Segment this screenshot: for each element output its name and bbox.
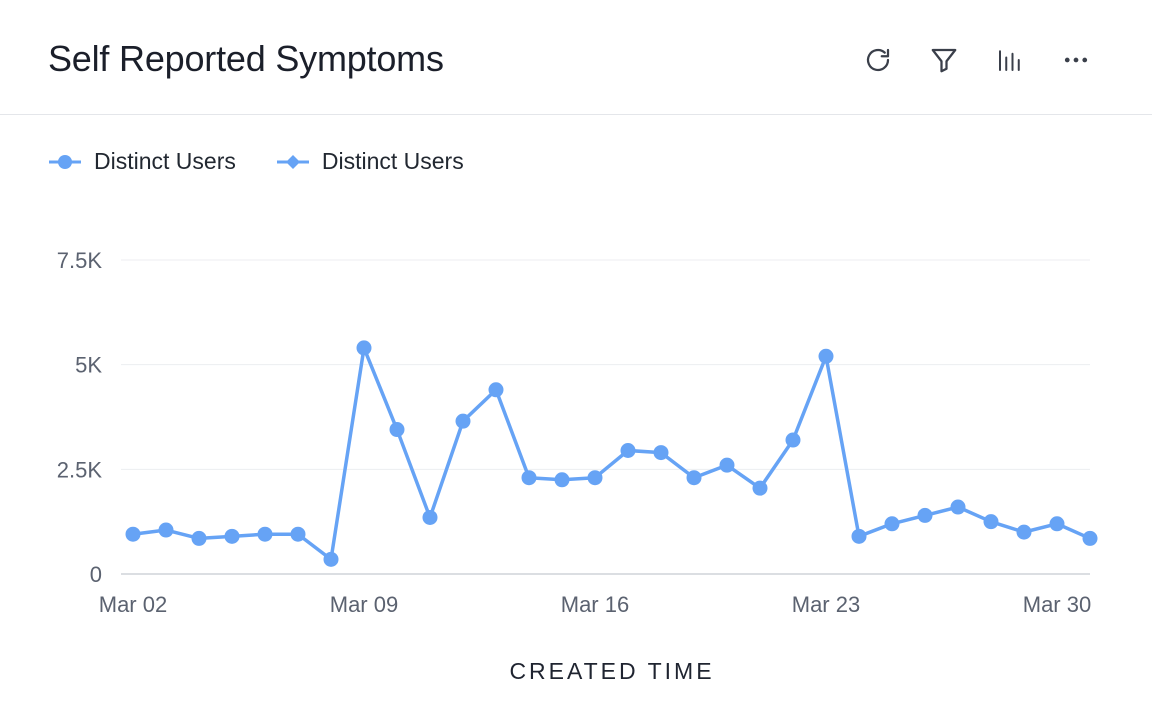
data-point bbox=[1016, 524, 1032, 540]
data-point bbox=[191, 530, 207, 546]
y-tick-label: 7.5K bbox=[57, 248, 103, 273]
x-tick-label: Mar 09 bbox=[330, 592, 398, 617]
y-tick-label: 5K bbox=[75, 353, 102, 378]
data-point bbox=[257, 526, 273, 542]
y-tick-label: 0 bbox=[90, 562, 102, 587]
x-tick-label: Mar 02 bbox=[99, 592, 167, 617]
data-point bbox=[323, 551, 339, 567]
legend-item-circle[interactable]: Distinct Users bbox=[48, 148, 236, 175]
legend-circle-marker-icon bbox=[49, 154, 81, 169]
data-point bbox=[290, 526, 306, 542]
x-tick-label: Mar 16 bbox=[561, 592, 629, 617]
y-tick-label: 2.5K bbox=[57, 457, 103, 482]
data-point bbox=[851, 528, 867, 544]
filter-button[interactable] bbox=[926, 40, 962, 80]
data-point bbox=[521, 470, 537, 486]
card-toolbar bbox=[860, 40, 1094, 80]
data-point bbox=[983, 514, 999, 530]
data-point bbox=[422, 509, 438, 525]
more-horizontal-icon bbox=[1064, 57, 1088, 63]
refresh-button[interactable] bbox=[860, 40, 896, 80]
data-point bbox=[653, 445, 669, 461]
data-point bbox=[785, 432, 801, 448]
data-point bbox=[719, 457, 735, 473]
x-tick-label: Mar 30 bbox=[1023, 592, 1091, 617]
legend-diamond-marker-icon bbox=[276, 154, 309, 169]
data-point bbox=[587, 470, 603, 486]
data-point bbox=[917, 507, 933, 523]
chart-type-button[interactable] bbox=[992, 40, 1028, 80]
data-point bbox=[389, 422, 405, 438]
data-point bbox=[158, 522, 174, 538]
legend-label: Distinct Users bbox=[94, 148, 236, 174]
data-point bbox=[488, 382, 504, 398]
x-tick-label: Mar 23 bbox=[792, 592, 860, 617]
chart-legend: Distinct Users Distinct Users bbox=[48, 148, 464, 175]
more-options-button[interactable] bbox=[1058, 40, 1094, 80]
data-point bbox=[455, 413, 471, 429]
refresh-icon bbox=[866, 48, 890, 72]
card-title: Self Reported Symptoms bbox=[48, 38, 444, 79]
x-axis-title: CREATED TIME bbox=[509, 658, 714, 684]
data-point bbox=[224, 528, 240, 544]
bar-chart-icon bbox=[999, 50, 1020, 71]
data-point bbox=[620, 442, 636, 458]
series-line bbox=[131, 346, 1092, 562]
data-point bbox=[818, 348, 834, 364]
data-point bbox=[752, 480, 768, 496]
data-point bbox=[884, 516, 900, 532]
data-point bbox=[125, 526, 141, 542]
data-point bbox=[950, 499, 966, 515]
card-header: Self Reported Symptoms bbox=[0, 0, 1152, 115]
legend-item-diamond[interactable]: Distinct Users bbox=[276, 148, 464, 175]
filter-icon bbox=[931, 48, 957, 73]
data-point bbox=[1082, 530, 1098, 546]
data-point bbox=[1049, 516, 1065, 532]
data-point bbox=[686, 470, 702, 486]
data-point bbox=[554, 472, 570, 488]
data-point bbox=[356, 340, 372, 356]
legend-label: Distinct Users bbox=[321, 148, 464, 174]
